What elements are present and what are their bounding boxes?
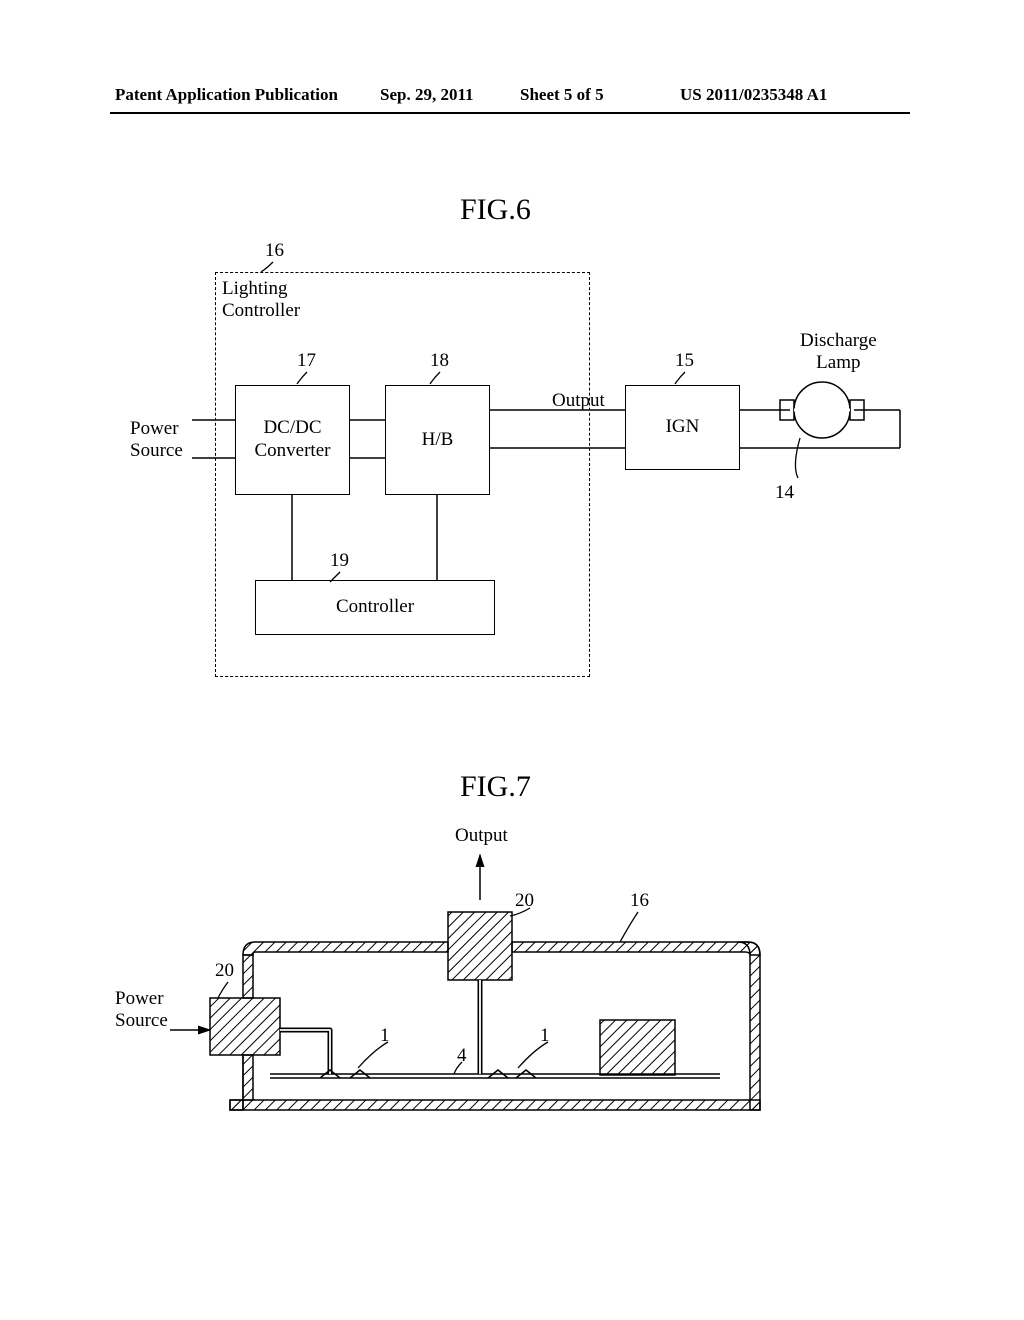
header-left: Patent Application Publication (115, 85, 338, 105)
fig6-title: FIG.6 (460, 193, 531, 227)
fig7-title: FIG.7 (460, 770, 531, 804)
header-pubno: US 2011/0235348 A1 (680, 85, 827, 105)
header-rule (110, 112, 910, 114)
header-date: Sep. 29, 2011 (380, 85, 474, 105)
fig7-diagram: Output PowerSource 20 20 16 1 1 4 (160, 830, 880, 1170)
fig6-diagram: LightingController PowerSource Output Di… (130, 250, 900, 680)
fig6-wiring (130, 250, 900, 680)
page: Patent Application Publication Sep. 29, … (0, 0, 1024, 1320)
header-sheet: Sheet 5 of 5 (520, 85, 604, 105)
fig7-drawing (160, 830, 880, 1170)
